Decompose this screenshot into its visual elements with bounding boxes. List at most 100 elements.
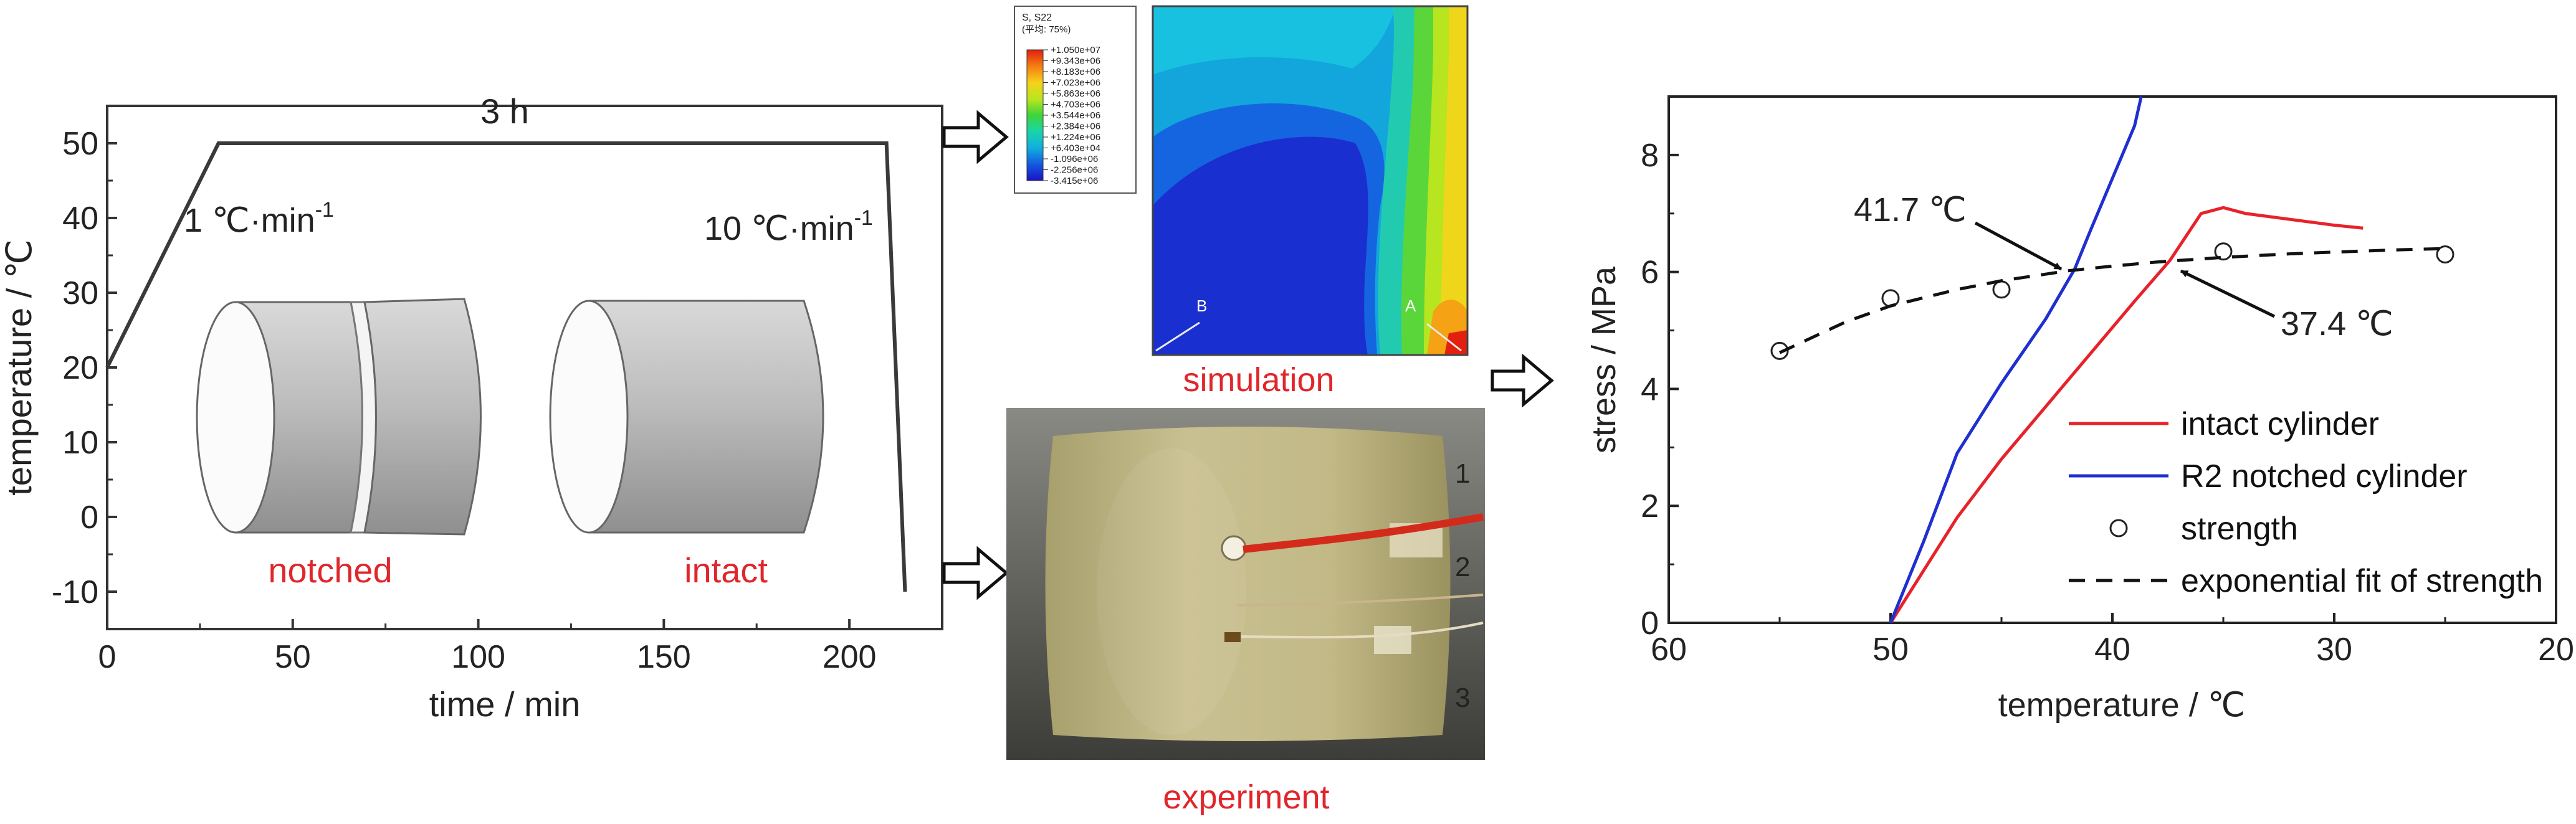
contour-value-label: -3.415e+06 [1051,176,1098,186]
specimen-cylinder [1045,427,1451,741]
stress-contour-plot [1152,5,1469,356]
temperature-profile-line [105,141,907,592]
strength-point [1770,341,1789,360]
strain-gauge [1224,632,1241,642]
point-b-label: B [1196,296,1207,315]
tape-patch-2 [1374,626,1411,654]
photo-label-2: 2 [1455,552,1470,582]
left-x-axis-label: time / min [429,684,581,724]
contour-value-label: +3.544e+06 [1051,110,1100,121]
photo-label-1: 1 [1455,458,1470,489]
contour-value-label: +5.863e+06 [1051,88,1100,99]
right-y-tick-label: 6 [1641,255,1659,291]
contour-value-label: +4.703e+06 [1051,100,1100,110]
contour-value-label: +1.050e+07 [1051,45,1100,55]
annotation-41-7-arrow [1974,221,2063,271]
contour-legend-values: +1.050e+07+9.343e+06+8.183e+06+7.023e+06… [1043,45,1100,186]
left-y-tick-label: 30 [62,275,98,311]
thermocouple-wire [1243,513,1484,553]
left-y-axis-label: temperature / ℃ [0,239,39,496]
photo-highlight [1097,448,1246,735]
strength-point [2436,245,2454,263]
exponential-fit-of-strength-line [1778,247,2446,354]
right-legend: intact cylinder R2 notched cylinder streng… [2069,406,2543,599]
simulation-caption: simulation [1183,361,1334,399]
right-x-tick-label: 20 [2538,632,2574,668]
specimen-cylinders [196,298,824,536]
point-a-label: A [1405,296,1416,315]
heating-rate-label: 1 ℃·min-1 [184,198,334,239]
left-x-tick-label: 200 [823,639,877,675]
arrow-to-simulation [942,110,1009,164]
notched-cylinder-face [196,301,275,534]
right-x-tick-label: 60 [1651,632,1687,668]
contour-value-label: +8.183e+06 [1051,67,1100,77]
simulation-panel: S, S22 (平均: 75%) +1.050e+07+9.343e+06+8.… [1014,5,1469,399]
right-x-tick-label: 40 [2094,632,2130,668]
intact-label: intact [684,551,768,590]
left-y-tick-label: -10 [52,574,98,610]
strain-gauge-wire [1241,622,1484,639]
left-y-tick-label: 40 [62,201,98,237]
contour-value-label: +1.224e+06 [1051,132,1100,143]
contour-value-label: +6.403e+04 [1051,143,1100,154]
left-y-tick-label: 0 [80,500,98,536]
arrow-to-stress-chart [1491,353,1554,408]
right-y-axis-label: stress / MPa [1585,266,1623,453]
fiber-wire [1236,594,1484,607]
annotation-37-4-arrow [2180,269,2276,318]
annotation-37-4: 37.4 ℃ [2281,305,2393,343]
photo-label-3: 3 [1455,683,1470,713]
right-axis-ticks: 60 50 40 30 20 0 2 4 6 8 [1641,138,2574,668]
hold-time-label: 3 h [480,92,529,131]
thermocouple-sensor [1221,535,1247,561]
contour-legend-header: S, S22 [1022,12,1052,23]
contour-value-label: +2.384e+06 [1051,121,1100,132]
right-y-tick-label: 0 [1641,605,1659,642]
contour-value-label: +9.343e+06 [1051,56,1100,67]
right-x-tick-label: 50 [1872,632,1909,668]
legend-label-intact-cylinder: intact cylinder [2181,406,2379,442]
contour-legend-subheader: (平均: 75%) [1022,24,1071,35]
arrow-to-experiment [942,546,1009,600]
intact-cylinder-face [549,300,629,534]
right-series-group [1770,96,2454,624]
right-y-tick-label: 2 [1641,488,1659,524]
r2-notched-cylinder-line [1889,96,2143,623]
cooling-rate-label: 10 ℃·min-1 [704,206,873,247]
flow-arrows [942,110,1554,600]
intact-cylinder-line [1889,206,2364,624]
contour-value-label: +7.023e+06 [1051,78,1100,88]
left-x-tick-label: 150 [637,639,691,675]
strength-point [1881,289,1900,308]
left-x-tick-label: 50 [275,639,311,675]
legend-label-exponential-fit-of-strength: exponential fit of strength [2181,563,2543,599]
right-x-axis-label: temperature / ℃ [1998,686,2246,724]
left-y-tick-label: 10 [62,425,98,461]
left-x-tick-label: 100 [451,639,505,675]
experiment-panel: 1 2 3 experiment [1006,408,1485,816]
strength-point [2214,242,2233,261]
experiment-caption: experiment [1163,779,1329,816]
right-x-tick-label: 30 [2316,632,2352,668]
contour-color-bar [1026,49,1044,181]
notched-label: notched [268,551,392,590]
strength-point [1992,280,2011,299]
legend-label-strength: strength [2181,511,2298,547]
legend-label-r2-notched-cylinder: R2 notched cylinder [2181,458,2468,495]
notched-cylinder-right-part [363,298,482,536]
left-y-tick-label: 50 [62,126,98,162]
right-y-tick-label: 8 [1641,138,1659,174]
stress-temperature-chart: 60 50 40 30 20 0 2 4 6 8 41.7 ℃ 37.4 ℃ intact cyl… [1585,95,2574,724]
annotation-41-7: 41.7 ℃ [1854,191,1967,229]
left-y-tick-label: 20 [62,350,98,386]
legend-swatch-strength [2109,519,2128,537]
contour-value-label: -2.256e+06 [1051,165,1098,176]
contour-value-label: -1.096e+06 [1051,154,1098,164]
intact-cylinder-body [588,300,824,534]
left-x-tick-label: 0 [98,639,117,675]
right-y-tick-label: 4 [1641,371,1659,407]
